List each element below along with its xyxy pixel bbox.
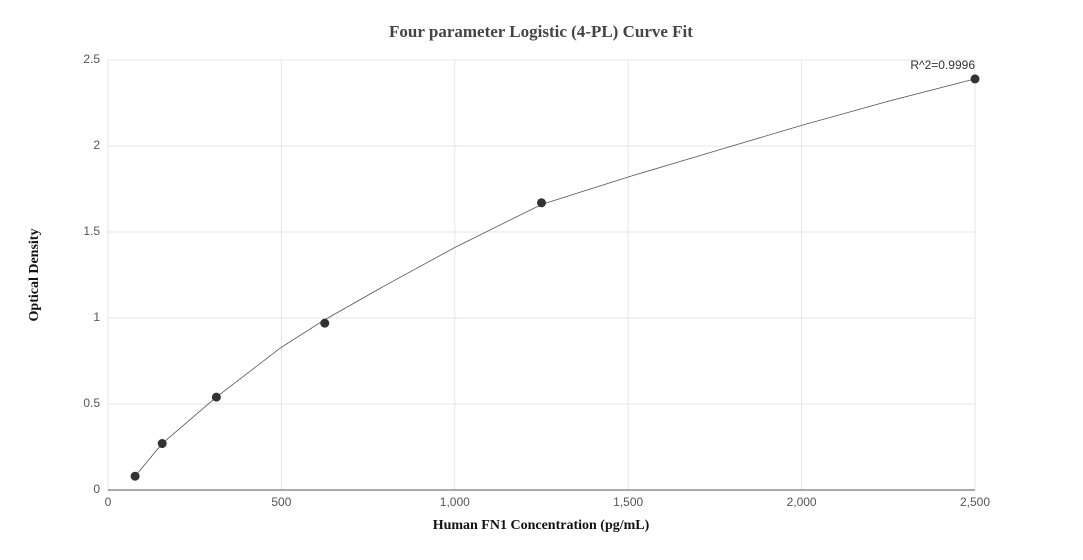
data-point xyxy=(130,471,140,481)
y-tick-label: 1 xyxy=(93,310,100,324)
x-tick-label: 0 xyxy=(105,495,112,509)
data-point xyxy=(320,318,330,328)
chart-title: Four parameter Logistic (4-PL) Curve Fit xyxy=(389,22,693,41)
annotation: R^2=0.9996 xyxy=(910,58,975,72)
y-tick-label: 2.5 xyxy=(83,52,100,66)
x-tick-label: 2,500 xyxy=(960,495,990,509)
y-tick-label: 1.5 xyxy=(83,224,100,238)
fit-curve xyxy=(134,78,976,477)
x-axis-label: Human FN1 Concentration (pg/mL) xyxy=(433,518,650,533)
data-point xyxy=(157,439,167,449)
x-tick-label: 2,000 xyxy=(787,495,817,509)
x-tick-label: 1,500 xyxy=(613,495,643,509)
y-tick-label: 0 xyxy=(93,482,100,496)
x-tick-label: 500 xyxy=(271,495,291,509)
y-axis-label: Optical Density xyxy=(27,229,42,322)
data-point xyxy=(970,74,980,84)
x-tick-label: 1,000 xyxy=(440,495,470,509)
y-tick-label: 0.5 xyxy=(83,396,100,410)
data-point xyxy=(537,198,546,208)
y-tick-label: 2 xyxy=(93,138,100,152)
data-point xyxy=(211,392,221,402)
